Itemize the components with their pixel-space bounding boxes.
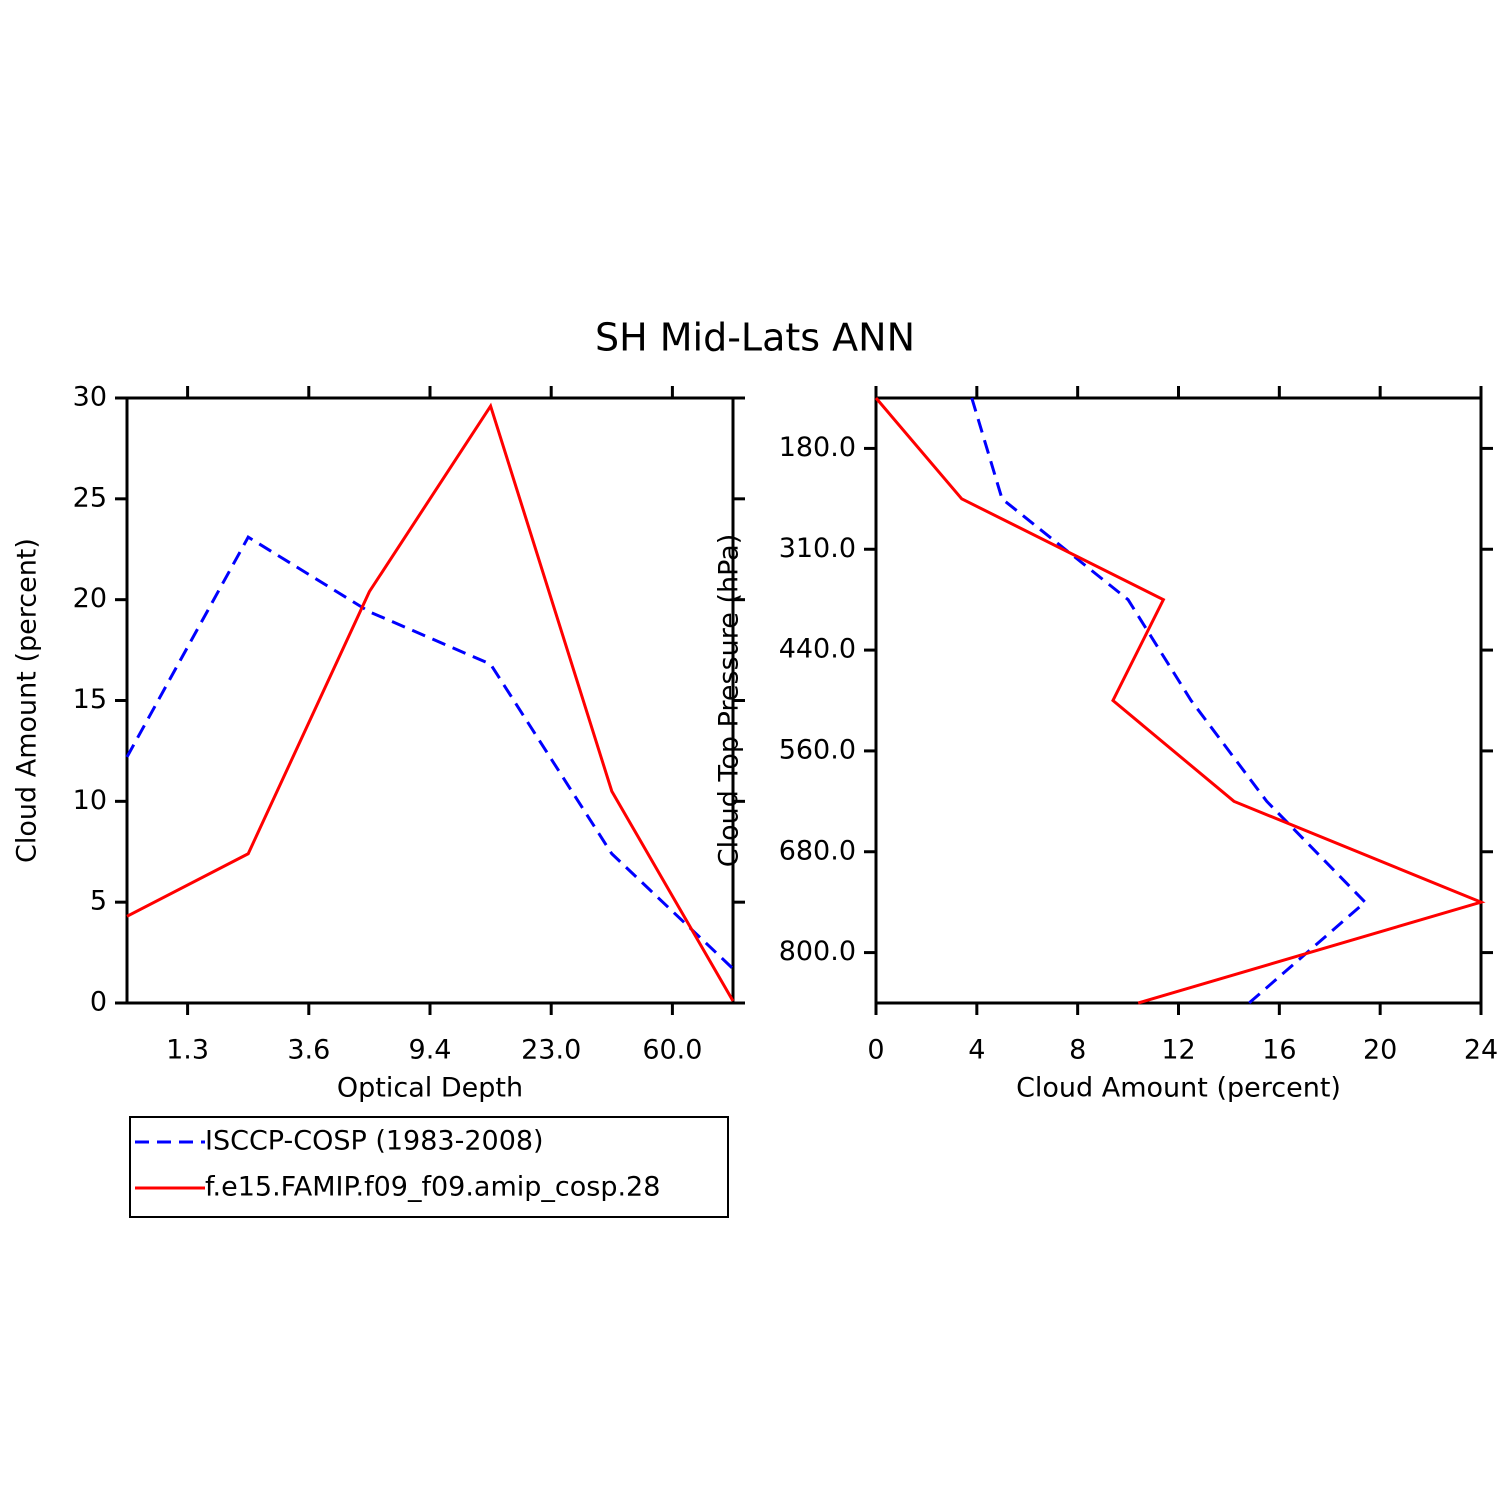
y-tick-label: 20 (73, 583, 107, 614)
y-tick-label: 310.0 (779, 533, 856, 564)
y-tick-label: 30 (73, 382, 107, 413)
y-tick-label: 680.0 (779, 835, 856, 866)
y-axis-label: Cloud Amount (percent) (12, 538, 43, 863)
x-tick-label: 0 (867, 1035, 884, 1066)
x-tick-label: 60.0 (642, 1035, 702, 1066)
series-line (125, 535, 735, 970)
x-tick-label: 24 (1464, 1035, 1498, 1066)
chart-title: SH Mid-Lats ANN (595, 316, 915, 360)
y-axis-label: Cloud Top Pressure (hPa) (714, 534, 745, 868)
x-axis-label: Cloud Amount (percent) (1016, 1073, 1341, 1104)
y-tick-label: 440.0 (779, 634, 856, 665)
x-tick-label: 3.6 (287, 1035, 330, 1066)
x-tick-label: 1.3 (166, 1035, 209, 1066)
x-tick-label: 12 (1161, 1035, 1195, 1066)
x-tick-label: 4 (968, 1035, 985, 1066)
y-tick-label: 560.0 (779, 734, 856, 765)
x-axis-label: Optical Depth (337, 1073, 523, 1104)
plot-frame (874, 396, 1483, 1005)
legend-label: ISCCP-COSP (1983-2008) (205, 1126, 544, 1157)
series-line (874, 397, 1486, 1005)
y-tick-label: 25 (73, 482, 107, 513)
y-tick-label: 180.0 (779, 432, 856, 463)
x-tick-label: 20 (1363, 1035, 1397, 1066)
series-line (126, 402, 735, 1002)
x-tick-label: 9.4 (409, 1035, 452, 1066)
series-line (970, 397, 1368, 1005)
legend-box (129, 1116, 729, 1218)
y-tick-label: 10 (73, 785, 107, 816)
plot-frame (125, 396, 735, 1005)
x-tick-label: 16 (1262, 1035, 1296, 1066)
y-tick-label: 5 (90, 886, 107, 917)
y-tick-label: 800.0 (779, 936, 856, 967)
x-tick-label: 23.0 (521, 1035, 581, 1066)
x-tick-label: 8 (1069, 1035, 1086, 1066)
y-tick-label: 15 (73, 684, 107, 715)
legend-label: f.e15.FAMIP.f09_f09.amip_cosp.28 (205, 1172, 660, 1203)
y-tick-label: 0 (90, 987, 107, 1018)
